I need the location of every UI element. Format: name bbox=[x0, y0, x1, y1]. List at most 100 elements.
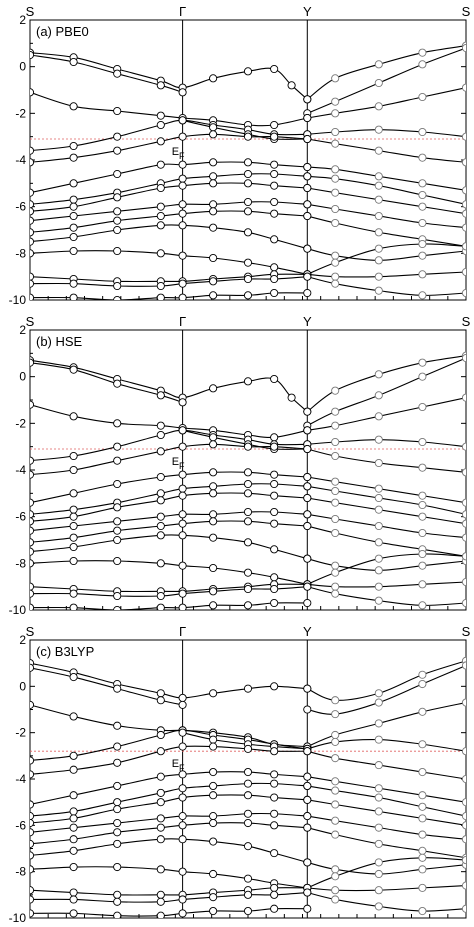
band-point bbox=[69, 862, 78, 872]
band-point bbox=[243, 744, 253, 753]
band-point bbox=[331, 188, 340, 197]
band-point bbox=[69, 153, 78, 162]
band-point bbox=[209, 172, 218, 181]
band-point bbox=[30, 188, 35, 197]
panel-title: (a) PBE0 bbox=[36, 24, 89, 39]
band-point bbox=[156, 835, 165, 844]
band-point bbox=[303, 781, 312, 791]
y-tick-label: -2 bbox=[15, 416, 26, 430]
band-point bbox=[270, 849, 279, 858]
band-point bbox=[303, 812, 312, 821]
band-point bbox=[113, 132, 122, 141]
band-line bbox=[307, 785, 466, 817]
band-point bbox=[178, 442, 187, 451]
band-point bbox=[30, 158, 35, 167]
band-point bbox=[156, 603, 165, 610]
band-point bbox=[270, 821, 279, 830]
band-point bbox=[374, 582, 383, 591]
band-point bbox=[461, 747, 466, 756]
band-point bbox=[461, 43, 466, 53]
band-point bbox=[69, 823, 78, 832]
band-point bbox=[418, 491, 427, 500]
band-point bbox=[209, 179, 218, 188]
band-point bbox=[374, 793, 383, 802]
band-point bbox=[69, 765, 78, 774]
band-point bbox=[374, 244, 383, 253]
band-point bbox=[303, 211, 312, 221]
band-point bbox=[156, 183, 165, 193]
band-point bbox=[156, 472, 165, 482]
band-point bbox=[30, 851, 35, 860]
band-point bbox=[209, 517, 218, 526]
y-tick-label: 2 bbox=[19, 13, 26, 27]
band-point bbox=[374, 596, 383, 605]
band-point bbox=[30, 400, 35, 409]
band-point bbox=[178, 398, 187, 407]
band-point bbox=[461, 821, 466, 830]
band-point bbox=[270, 507, 279, 517]
band-point bbox=[69, 451, 78, 461]
band-point bbox=[418, 372, 427, 381]
band-point bbox=[156, 890, 165, 899]
band-point bbox=[243, 158, 253, 167]
band-point bbox=[331, 696, 340, 705]
band-point bbox=[156, 447, 165, 456]
band-point bbox=[461, 186, 466, 195]
band-point bbox=[209, 482, 218, 491]
band-point bbox=[270, 479, 279, 489]
band-point bbox=[418, 561, 427, 570]
band-point bbox=[331, 279, 340, 288]
band-point bbox=[270, 598, 279, 608]
band-point bbox=[243, 258, 253, 267]
band-point bbox=[156, 911, 165, 918]
band-point bbox=[113, 721, 122, 730]
band-point bbox=[69, 223, 78, 232]
band-point bbox=[461, 774, 466, 784]
band-point bbox=[418, 768, 427, 777]
band-point bbox=[461, 200, 466, 209]
band-point bbox=[156, 559, 165, 568]
band-point bbox=[178, 603, 187, 610]
band-point bbox=[156, 531, 165, 540]
band-point bbox=[178, 793, 187, 802]
band-point bbox=[374, 272, 383, 281]
band-point bbox=[331, 895, 340, 904]
band-point bbox=[418, 865, 427, 874]
band-point bbox=[418, 740, 427, 749]
band-point bbox=[113, 503, 122, 512]
band-point bbox=[303, 482, 312, 491]
band-point bbox=[30, 88, 35, 97]
band-point bbox=[30, 828, 35, 837]
band-point bbox=[374, 807, 383, 816]
band-point bbox=[30, 812, 35, 821]
band-point bbox=[113, 207, 122, 216]
band-point bbox=[113, 684, 122, 693]
band-point bbox=[156, 865, 165, 874]
band-point bbox=[178, 700, 187, 709]
band-point bbox=[69, 141, 78, 151]
band-point bbox=[418, 601, 427, 610]
band-point bbox=[30, 909, 35, 918]
band-point bbox=[461, 698, 466, 707]
band-point bbox=[331, 451, 340, 461]
band-point bbox=[30, 526, 35, 535]
band-panel-0: 2 0 -2 -4 -6 -8 -10 S Γ Y S EF (a) PBE0 bbox=[9, 4, 471, 307]
band-point bbox=[30, 895, 35, 904]
band-point bbox=[418, 830, 427, 839]
band-point bbox=[270, 263, 279, 272]
y-tick-label: -6 bbox=[15, 818, 26, 832]
band-point bbox=[303, 244, 312, 253]
band-point bbox=[69, 751, 78, 760]
band-point bbox=[178, 160, 187, 169]
band-point bbox=[418, 179, 427, 188]
band-point bbox=[30, 50, 35, 60]
band-point bbox=[209, 223, 218, 232]
band-point bbox=[270, 890, 279, 899]
band-point bbox=[69, 895, 78, 904]
band-point bbox=[418, 707, 427, 716]
band-point bbox=[270, 120, 279, 130]
band-point bbox=[331, 816, 340, 825]
band-point bbox=[178, 561, 187, 570]
band-point bbox=[418, 190, 427, 200]
